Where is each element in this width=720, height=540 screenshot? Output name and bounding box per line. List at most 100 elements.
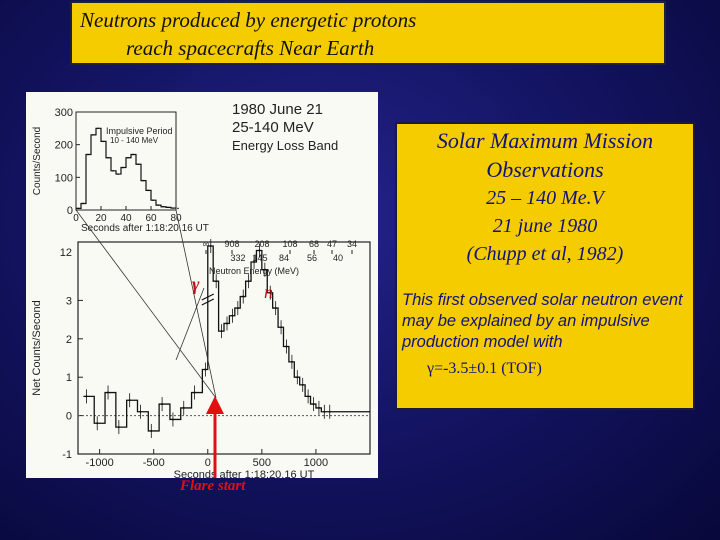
description: This first observed solar neutron event …	[402, 291, 683, 351]
main-xtick-label: 1000	[304, 457, 328, 469]
axis-break	[201, 298, 215, 306]
main-ytick-label: 0	[66, 411, 72, 423]
inset-ytick-label: 200	[55, 140, 73, 152]
reference: (Chupp et al, 1982)	[466, 243, 624, 265]
neutron-count-figure: 1980 June 21 25-140 MeV Energy Loss Band…	[26, 92, 378, 478]
main-point	[317, 406, 320, 409]
main-point	[182, 406, 185, 409]
main-point	[85, 395, 88, 398]
inset-point	[162, 205, 164, 208]
main-point	[231, 314, 234, 317]
inset-subtitle: 10 - 140 MeV	[110, 136, 159, 145]
inset-point	[142, 179, 144, 182]
inset-point	[97, 127, 99, 130]
main-point	[242, 295, 245, 298]
gamma-fit-value: γ=-3.5±0.1 (TOF)	[427, 360, 542, 377]
main-point	[96, 422, 99, 425]
inset-xtick-label: 40	[120, 213, 132, 224]
main-point	[269, 291, 272, 294]
main-point	[171, 418, 174, 421]
flare-start-label: Flare start	[180, 478, 246, 494]
main-point	[117, 426, 120, 429]
main-frame	[77, 241, 371, 455]
title-line-2: reach spacecrafts Near Earth	[126, 36, 375, 60]
top-axis-tick-row1: ∞	[203, 239, 209, 249]
main-xlabel: Seconds after 1:18:20.16 UT	[174, 469, 315, 478]
inset-point	[112, 170, 114, 172]
main-point	[263, 268, 266, 271]
flare-arrow-head	[206, 396, 224, 414]
main-point	[107, 391, 110, 394]
inset-point	[107, 156, 109, 159]
main-xtick-label: -1000	[86, 457, 114, 469]
info-panel: Solar Maximum Mission Observations 25 – …	[395, 122, 695, 410]
main-xtick-label: 0	[205, 457, 211, 469]
main-point	[328, 410, 331, 413]
inset-ytick-label: 100	[55, 172, 73, 184]
header-date: 1980 June 21	[232, 101, 323, 118]
main-point	[204, 368, 207, 371]
main-xtick-label: -500	[143, 457, 165, 469]
title-line-1: Neutrons produced by energetic protons	[80, 8, 417, 32]
header-band: Energy Loss Band	[232, 138, 338, 153]
inset-point	[137, 163, 139, 166]
main-point	[285, 345, 288, 348]
inset-point	[127, 156, 129, 159]
mission-name: Solar Maximum Mission	[436, 128, 654, 153]
inset-point	[122, 166, 124, 169]
figure-svg: 1980 June 21 25-140 MeV Energy Loss Band…	[31, 101, 371, 478]
main-ytick-label: 2	[66, 334, 72, 346]
inset-point	[87, 153, 89, 156]
top-axis-tick-row1: 68	[309, 239, 319, 249]
inset-xtick-label: 0	[73, 213, 79, 224]
event-date: 21 june 1980	[492, 215, 598, 237]
main-point	[247, 280, 250, 283]
top-axis-tick-row1: 34	[347, 239, 357, 249]
inset-point	[132, 153, 134, 156]
main-point	[323, 410, 326, 413]
main-point	[258, 249, 261, 252]
main-point	[280, 326, 283, 329]
inset-point	[82, 202, 84, 205]
inset-ytick-label: 300	[55, 107, 73, 119]
main-point	[290, 360, 293, 363]
main-point	[209, 245, 212, 247]
main-point	[150, 429, 153, 432]
top-axis-tick-row2: 145	[252, 253, 267, 263]
main-point	[139, 410, 142, 413]
inset-point	[102, 140, 104, 143]
inset-point	[147, 189, 149, 192]
main-chart: Neutron Energy (MeV) ∞ 908 208 108 68 47 34 332 1…	[31, 239, 371, 478]
top-axis-tick-row1: 908	[224, 239, 239, 249]
main-point	[301, 383, 304, 386]
main-point	[161, 403, 164, 406]
top-axis-tick-row1: 47	[327, 239, 337, 249]
main-xtick-label: 500	[253, 457, 271, 469]
main-point	[215, 280, 218, 283]
inset-ytick-label: 0	[67, 205, 73, 217]
main-point	[274, 307, 277, 310]
main-point	[312, 403, 315, 406]
axis-break	[201, 293, 215, 301]
inset-xtick-label: 20	[95, 213, 107, 224]
inset-point	[167, 206, 169, 209]
zoom-line-right	[175, 209, 217, 399]
inset-point	[172, 207, 174, 209]
inset-xlabel: Seconds after 1:18:20.16 UT	[81, 223, 209, 234]
energy-range: 25 – 140 Me.V	[486, 187, 604, 209]
inset-point	[77, 207, 79, 210]
main-ylabel: Net Counts/Second	[31, 300, 43, 395]
main-point	[296, 376, 299, 379]
inset-xtick-label: 60	[145, 213, 157, 224]
header-energy: 25-140 MeV	[232, 119, 314, 136]
inset-ylabel: Counts/Second	[32, 127, 43, 195]
top-axis-tick-row2: 56	[307, 253, 317, 263]
top-axis-tick-row2: 84	[279, 253, 289, 263]
top-axis-label: Neutron Energy (MeV)	[209, 266, 299, 276]
inset-point	[117, 173, 119, 175]
inset-title: Impulsive Period	[106, 126, 173, 136]
observations-label: Observations	[486, 157, 604, 182]
main-point	[236, 307, 239, 310]
inset-point	[157, 204, 159, 206]
